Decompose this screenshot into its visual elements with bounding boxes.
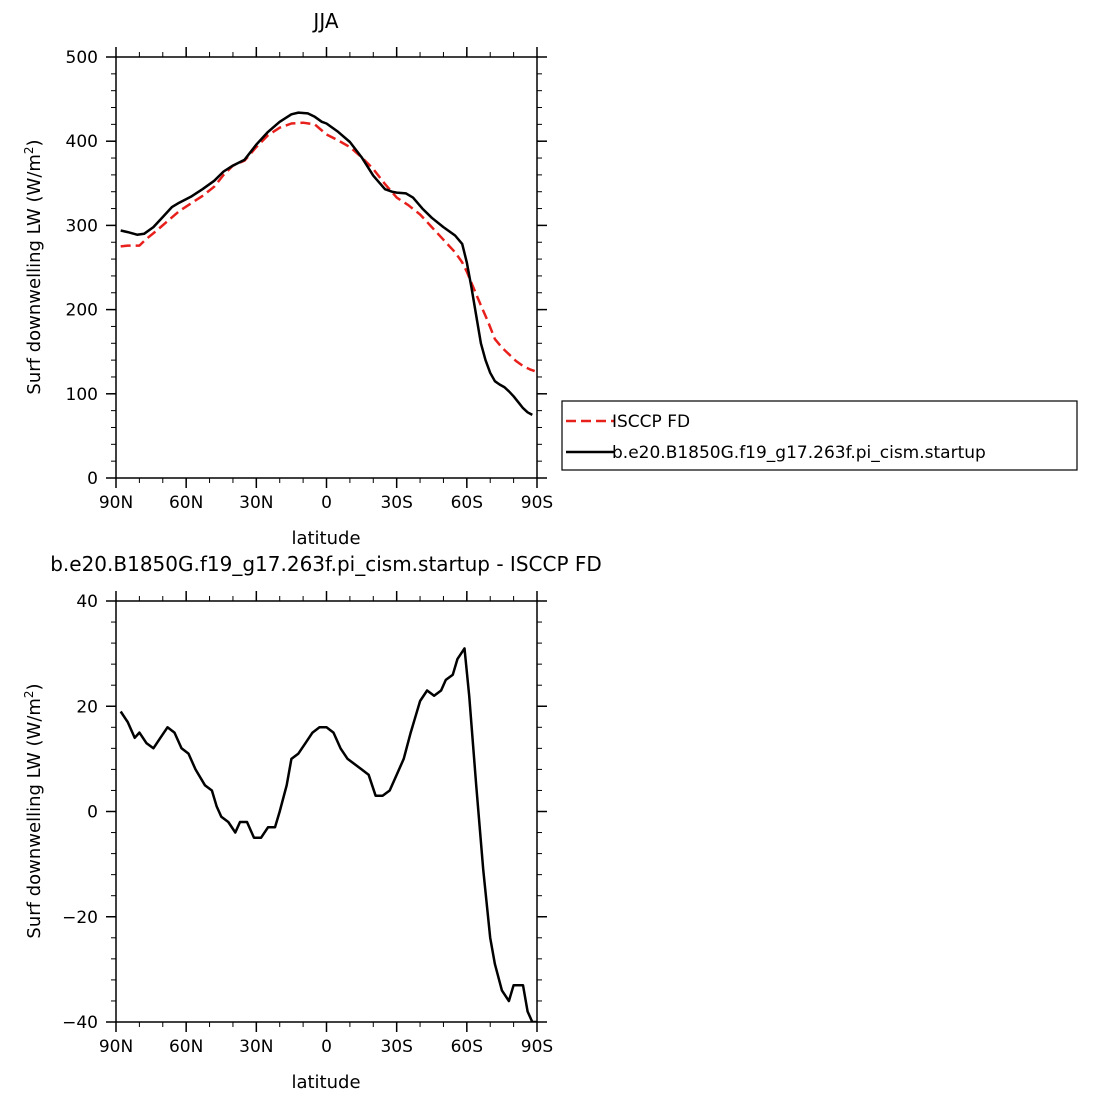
y-tick-label: 40: [76, 592, 98, 612]
x-tick-label: 60S: [451, 1037, 483, 1057]
x-tick-label: 0: [321, 1037, 332, 1057]
x-tick-label: 90S: [521, 493, 553, 513]
legend-box: [561, 400, 1078, 471]
y-tick-label: −40: [62, 1013, 98, 1033]
bottom-plot-frame: [115, 600, 538, 1023]
y-tick-label: 0: [87, 803, 98, 823]
series-line-1: [120, 111, 533, 416]
y-tick-label: −20: [62, 908, 98, 928]
top-plot-frame: [115, 56, 538, 479]
top-xlabel: latitude: [291, 528, 360, 549]
series-line-0: [119, 647, 537, 1022]
x-tick-label: 30S: [380, 493, 412, 513]
y-tick-label: 500: [66, 48, 98, 68]
bottom-ylabel: Surf downwelling LW (W/m2): [22, 683, 45, 938]
x-tick-label: 0: [321, 493, 332, 513]
x-tick-label: 60S: [451, 493, 483, 513]
top-ylabel: Surf downwelling LW (W/m2): [22, 139, 45, 394]
x-tick-label: 60N: [169, 1037, 203, 1057]
bottom-panel: b.e20.B1850G.f19_g17.263f.pi_cism.startu…: [22, 552, 602, 1093]
legend-label-isccp: ISCCP FD: [612, 412, 690, 432]
bottom-xlabel: latitude: [291, 1072, 360, 1093]
x-tick-label: 60N: [169, 493, 203, 513]
x-tick-label: 90N: [99, 493, 133, 513]
y-tick-label: 300: [66, 216, 98, 236]
y-tick-label: 0: [87, 469, 98, 489]
y-tick-label: 200: [66, 301, 98, 321]
bottom-title: b.e20.B1850G.f19_g17.263f.pi_cism.startu…: [50, 552, 602, 576]
top-panel: JJA 0 100 200 300 400 500 90N 60N 30N 0 30S 60S 90S…: [22, 9, 553, 549]
x-tick-label: 30S: [380, 1037, 412, 1057]
x-tick-label: 90S: [521, 1037, 553, 1057]
series-line-0: [120, 121, 536, 373]
legend: ISCCP FD b.e20.B1850G.f19_g17.263f.pi_ci…: [561, 400, 1078, 471]
x-tick-label: 30N: [239, 493, 273, 513]
legend-label-model: b.e20.B1850G.f19_g17.263f.pi_cism.startu…: [612, 443, 986, 463]
y-tick-label: 20: [76, 697, 98, 717]
y-tick-label: 400: [66, 132, 98, 152]
y-tick-label: 100: [66, 385, 98, 405]
top-title: JJA: [311, 9, 338, 33]
x-tick-label: 90N: [99, 1037, 133, 1057]
x-tick-label: 30N: [239, 1037, 273, 1057]
